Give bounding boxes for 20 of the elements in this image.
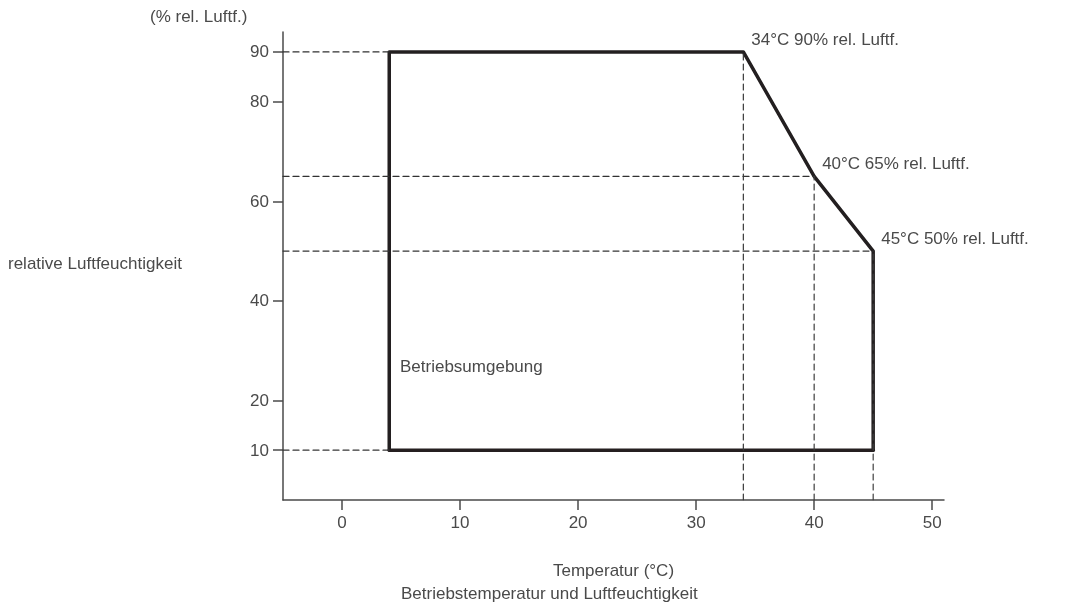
y-tick-label: 10 (250, 440, 269, 460)
x-tick-label: 40 (804, 513, 824, 532)
y-tick-label: 80 (250, 92, 269, 112)
annotation: 45°C 50% rel. Luftf. (881, 229, 1029, 249)
x-tick-label: 0 (337, 513, 347, 532)
x-tick-label: 30 (686, 513, 706, 532)
annotation: Betriebsumgebung (400, 357, 543, 376)
x-tick-label: 50 (922, 513, 942, 532)
x-tick-label: 20 (568, 513, 588, 532)
y-tick-label: 90 (250, 42, 269, 62)
annotation: 34°C 90% rel. Luftf. (751, 29, 899, 49)
text: (% rel. Luftf.) (150, 7, 248, 26)
y-tick-label: 60 (250, 191, 269, 211)
annotation: 40°C 65% rel. Luftf. (822, 154, 970, 174)
text: Betriebstemperatur und Luftfeuchtigkeit (401, 584, 698, 603)
y-tick-label: 40 (250, 291, 269, 311)
y-axis-title: relative Luftfeuchtigkeit (8, 254, 183, 273)
x-axis-title: Temperatur (°C) (552, 561, 675, 580)
y-tick-label: 20 (250, 390, 269, 410)
x-tick-label: 10 (450, 513, 470, 532)
